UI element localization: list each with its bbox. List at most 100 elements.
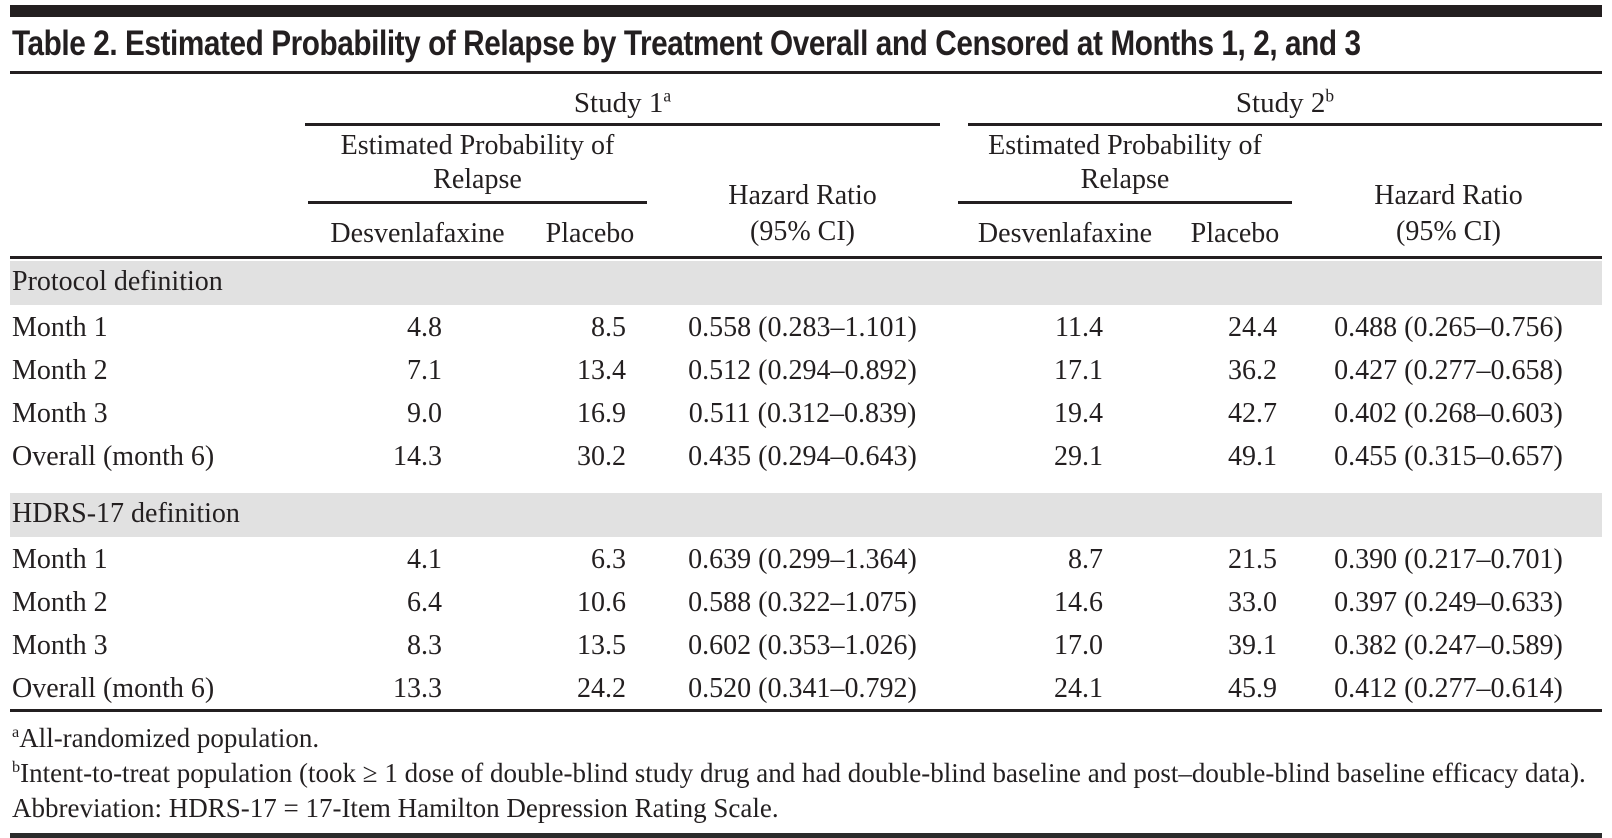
table-row: Month 1 4.8 8.5 0.558 (0.283–1.101) 11.4…	[10, 305, 1602, 348]
section-row-protocol: Protocol definition	[10, 259, 1602, 305]
footnote-b-text: Intent-to-treat population (took ≥ 1 dos…	[20, 758, 1586, 788]
cell-study2-desvenlafaxine: 8.7	[1068, 544, 1103, 575]
study1-footnote-marker: a	[663, 85, 672, 106]
cell-study1-hazard-ratio: 0.511 (0.312–0.839)	[688, 398, 917, 429]
column-header-placebo-study2: Placebo	[1175, 204, 1295, 259]
column-header-desvenlafaxine-study2: Desvenlafaxine	[955, 204, 1175, 259]
stub-header-cell	[10, 74, 305, 259]
row-label: Month 3	[12, 398, 108, 429]
cell-study1-placebo: 8.5	[591, 312, 626, 343]
top-rule	[10, 5, 1602, 17]
table-row: Overall (month 6) 13.3 24.2 0.520 (0.341…	[10, 666, 1602, 712]
study2-header: Study 2b	[968, 87, 1602, 126]
cell-study1-placebo: 13.5	[577, 630, 626, 661]
title-rule	[10, 71, 1602, 74]
cell-study2-desvenlafaxine: 17.0	[1054, 630, 1103, 661]
footnote-abbreviation-text: Abbreviation: HDRS-17 = 17-Item Hamilton…	[12, 793, 779, 823]
column-header-placebo-study1: Placebo	[530, 204, 650, 259]
column-header-desvenlafaxine-study1: Desvenlafaxine	[305, 204, 530, 259]
cell-study2-hazard-ratio: 0.382 (0.247–0.589)	[1334, 630, 1563, 661]
table-row: Month 3 9.0 16.9 0.511 (0.312–0.839) 19.…	[10, 391, 1602, 434]
cell-study1-placebo: 10.6	[577, 587, 626, 618]
cell-study2-placebo: 24.4	[1228, 312, 1277, 343]
table-title: Table 2. Estimated Probability of Relaps…	[12, 24, 1361, 63]
cell-study1-hazard-ratio: 0.520 (0.341–0.792)	[650, 666, 955, 712]
cell-study2-placebo: 36.2	[1228, 355, 1277, 386]
study2-label: Study 2	[1235, 87, 1326, 119]
footnote-a-text: All-randomized population.	[19, 723, 320, 753]
cell-study2-hazard-ratio: 0.455 (0.315–0.657)	[1334, 441, 1563, 472]
footnote-abbreviation: Abbreviation: HDRS-17 = 17-Item Hamilton…	[12, 791, 1600, 826]
cell-study2-hazard-ratio: 0.397 (0.249–0.633)	[1334, 587, 1563, 618]
cell-study2-placebo: 49.1	[1228, 441, 1277, 472]
cell-study1-desvenlafaxine: 7.1	[407, 355, 442, 386]
cell-study2-hazard-ratio: 0.427 (0.277–0.658)	[1334, 355, 1563, 386]
table-row: Month 2 7.1 13.4 0.512 (0.294–0.892) 17.…	[10, 348, 1602, 391]
cell-study1-desvenlafaxine: 4.1	[407, 544, 442, 575]
title-row: Table 2. Estimated Probability of Relaps…	[10, 17, 1602, 71]
footnote-a-marker: a	[12, 723, 20, 741]
cell-study2-placebo: 39.1	[1228, 630, 1277, 661]
cell-study2-hazard-ratio: 0.390 (0.217–0.701)	[1334, 544, 1563, 575]
cell-study1-hazard-ratio: 0.512 (0.294–0.892)	[688, 355, 917, 386]
table-row: Month 3 8.3 13.5 0.602 (0.353–1.026) 17.…	[10, 623, 1602, 666]
cell-study1-hazard-ratio: 0.435 (0.294–0.643)	[688, 441, 917, 472]
cell-study2-hazard-ratio: 0.402 (0.268–0.603)	[1334, 398, 1563, 429]
epr-header-study1: Estimated Probability of Relapse	[308, 129, 647, 204]
group-header-row: Estimated Probability of Relapse Hazard …	[10, 126, 1602, 259]
table-figure: Table 2. Estimated Probability of Relaps…	[0, 5, 1612, 838]
table-row: Overall (month 6) 14.3 30.2 0.435 (0.294…	[10, 434, 1602, 477]
study1-header: Study 1a	[305, 87, 940, 126]
cell-study1-desvenlafaxine: 8.3	[407, 630, 442, 661]
cell-study2-desvenlafaxine: 24.1	[955, 666, 1175, 712]
hazard-ratio-label-study1: Hazard Ratio	[728, 180, 877, 211]
cell-study1-hazard-ratio: 0.639 (0.299–1.364)	[688, 544, 917, 575]
epr-header-cell-study1: Estimated Probability of Relapse	[305, 126, 650, 204]
footnote-a: aAll-randomized population.	[12, 721, 1600, 756]
cell-study2-desvenlafaxine: 19.4	[1054, 398, 1103, 429]
cell-study1-placebo: 16.9	[577, 398, 626, 429]
study2-footnote-marker: b	[1325, 85, 1335, 106]
cell-study1-desvenlafaxine: 14.3	[393, 441, 442, 472]
section-row-hdrs17: HDRS-17 definition	[10, 477, 1602, 537]
table-row: Month 1 4.1 6.3 0.639 (0.299–1.364) 8.7 …	[10, 537, 1602, 580]
epr-header-cell-study2: Estimated Probability of Relapse	[955, 126, 1295, 204]
cell-study1-desvenlafaxine: 6.4	[407, 587, 442, 618]
study2-header-cell: Study 2b	[955, 74, 1602, 126]
study-spanner-row: Study 1a Study 2b	[10, 74, 1602, 259]
cell-study2-desvenlafaxine: 14.6	[1054, 587, 1103, 618]
study1-header-cell: Study 1a	[305, 74, 955, 126]
hazard-ratio-header-study2: Hazard Ratio (95% CI)	[1295, 126, 1602, 259]
cell-study2-hazard-ratio: 0.488 (0.265–0.756)	[1334, 312, 1563, 343]
cell-study2-desvenlafaxine: 17.1	[1054, 355, 1103, 386]
footnote-b-marker: b	[12, 758, 21, 776]
cell-study2-placebo: 21.5	[1228, 544, 1277, 575]
row-label: Month 2	[12, 355, 108, 386]
section-header-protocol: Protocol definition	[10, 259, 1602, 305]
hazard-ratio-label-study2: Hazard Ratio	[1374, 180, 1523, 211]
hazard-ratio-ci-label-study1: (95% CI)	[750, 216, 855, 247]
cell-study1-hazard-ratio: 0.558 (0.283–1.101)	[688, 312, 917, 343]
cell-study1-placebo: 6.3	[591, 544, 626, 575]
hazard-ratio-header-study1: Hazard Ratio (95% CI)	[650, 126, 955, 259]
row-label: Month 3	[12, 630, 108, 661]
cell-study1-desvenlafaxine: 4.8	[407, 312, 442, 343]
bottom-rule	[10, 833, 1602, 838]
cell-study2-placebo: 45.9	[1175, 666, 1295, 712]
row-label: Overall (month 6)	[10, 666, 305, 712]
row-label: Month 1	[12, 544, 108, 575]
cell-study1-hazard-ratio: 0.602 (0.353–1.026)	[688, 630, 917, 661]
cell-study2-hazard-ratio: 0.412 (0.277–0.614)	[1295, 666, 1602, 712]
study1-label: Study 1	[573, 87, 664, 119]
cell-study1-placebo: 30.2	[577, 441, 626, 472]
row-label: Overall (month 6)	[12, 441, 215, 472]
cell-study2-placebo: 42.7	[1228, 398, 1277, 429]
column-header-row: Desvenlafaxine Placebo Desvenlafaxine Pl…	[10, 204, 1602, 259]
cell-study2-desvenlafaxine: 29.1	[1054, 441, 1103, 472]
cell-study2-placebo: 33.0	[1228, 587, 1277, 618]
cell-study1-desvenlafaxine: 9.0	[407, 398, 442, 429]
hazard-ratio-ci-label-study2: (95% CI)	[1396, 216, 1501, 247]
footnotes: aAll-randomized population. bIntent-to-t…	[10, 712, 1602, 826]
row-label: Month 1	[12, 312, 108, 343]
epr-header-study2: Estimated Probability of Relapse	[958, 129, 1292, 204]
